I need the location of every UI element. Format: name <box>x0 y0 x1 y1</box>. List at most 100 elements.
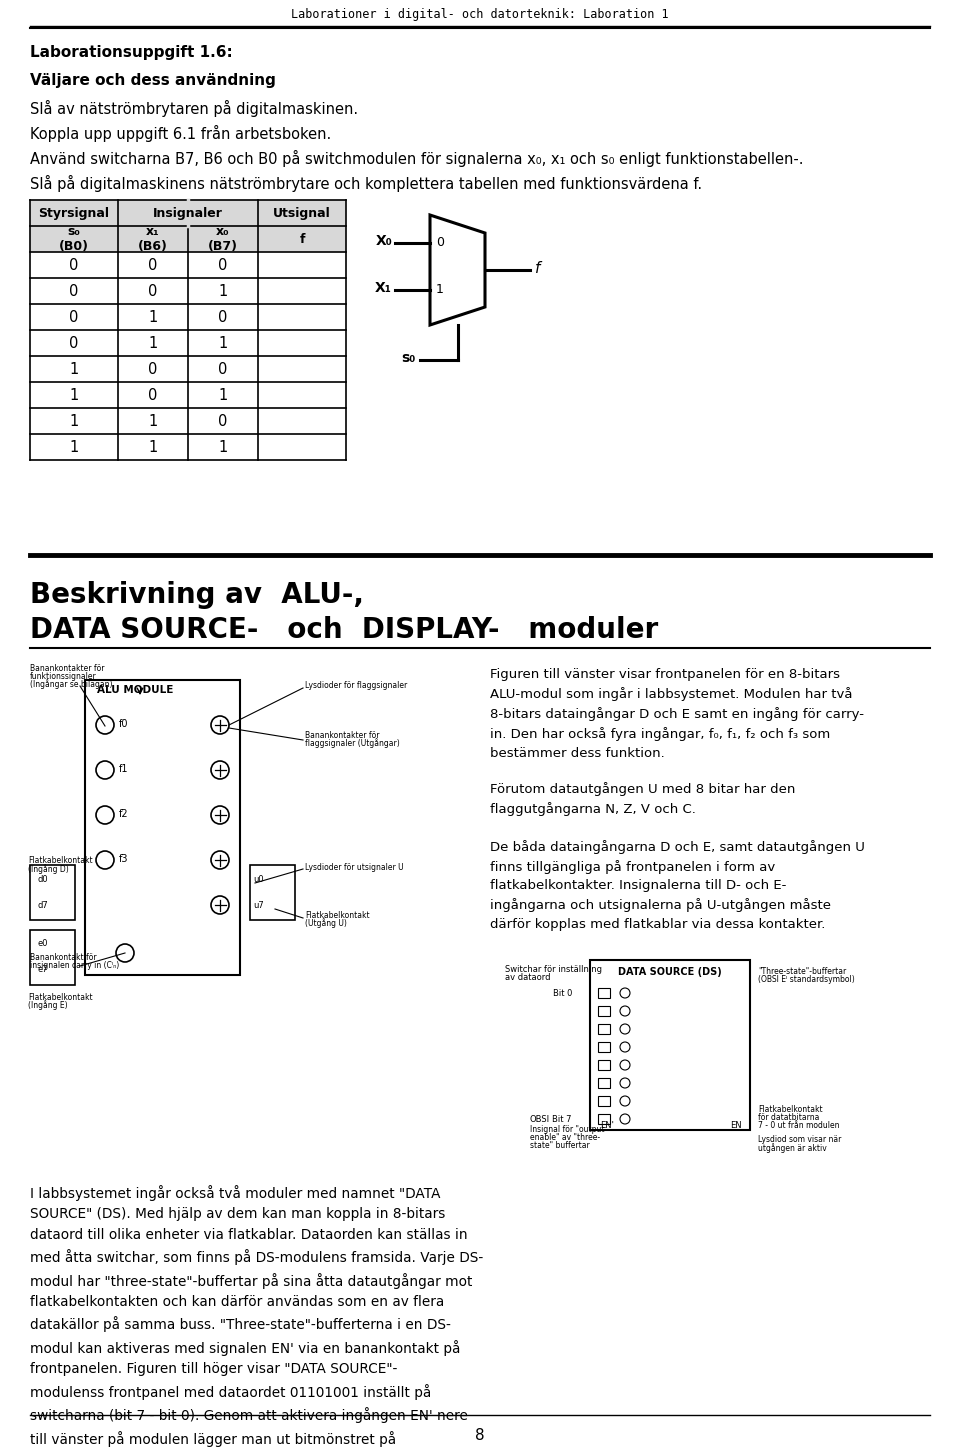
Text: 1: 1 <box>218 439 228 454</box>
Bar <box>85 680 240 974</box>
Text: (Ingång E): (Ingång E) <box>28 1000 67 1011</box>
Text: s₀
(B0): s₀ (B0) <box>59 225 89 252</box>
Text: Flatkabelkontakt: Flatkabelkontakt <box>305 911 370 919</box>
Text: 0: 0 <box>148 361 157 377</box>
Bar <box>30 226 118 252</box>
Text: X₀: X₀ <box>375 233 392 248</box>
Text: Förutom datautgången U med 8 bitar har den
flaggutgångarna N, Z, V och C.: Förutom datautgången U med 8 bitar har d… <box>490 782 796 816</box>
Bar <box>598 1114 610 1124</box>
Text: e7: e7 <box>37 966 48 974</box>
Text: f1: f1 <box>119 764 129 774</box>
Text: DATA SOURCE (DS): DATA SOURCE (DS) <box>618 967 722 977</box>
Text: (OBSI Eᴵ standardsymbol): (OBSI Eᴵ standardsymbol) <box>758 976 854 985</box>
Text: insignalen carry in (Cᴵₙ): insignalen carry in (Cᴵₙ) <box>30 961 119 970</box>
Text: utgången är aktiv: utgången är aktiv <box>758 1143 827 1153</box>
Text: 0: 0 <box>148 258 157 273</box>
Text: f0: f0 <box>119 719 129 729</box>
Text: 1: 1 <box>69 439 79 454</box>
Text: 0: 0 <box>218 309 228 325</box>
Text: Slå av nätströmbrytaren på digitalmaskinen.: Slå av nätströmbrytaren på digitalmaskin… <box>30 100 358 116</box>
Bar <box>598 1006 610 1016</box>
Text: Koppla upp uppgift 6.1 från arbetsboken.: Koppla upp uppgift 6.1 från arbetsboken. <box>30 125 331 142</box>
Bar <box>188 200 258 226</box>
Text: Bit 0: Bit 0 <box>553 989 572 998</box>
Text: f: f <box>300 232 304 245</box>
Bar <box>30 929 75 985</box>
Text: 0: 0 <box>69 258 79 273</box>
Text: 1: 1 <box>69 387 79 403</box>
Text: Banankontakter för: Banankontakter för <box>305 731 379 740</box>
Text: 1: 1 <box>149 439 157 454</box>
Text: 7 - 0 ut från modulen: 7 - 0 ut från modulen <box>758 1121 839 1131</box>
Text: Styrsignal: Styrsignal <box>38 206 109 219</box>
Text: 1: 1 <box>149 309 157 325</box>
Text: av dataord: av dataord <box>505 973 550 983</box>
Bar <box>118 226 188 252</box>
Text: 0: 0 <box>218 258 228 273</box>
Bar <box>258 226 346 252</box>
Text: s₀: s₀ <box>401 351 416 365</box>
Text: Flatkabelkontakt: Flatkabelkontakt <box>28 856 92 864</box>
Text: u0: u0 <box>253 874 264 883</box>
Text: 0: 0 <box>218 361 228 377</box>
Text: d7: d7 <box>37 900 48 909</box>
Text: 8: 8 <box>475 1427 485 1443</box>
Text: 1: 1 <box>69 361 79 377</box>
Text: 1: 1 <box>218 284 228 299</box>
Text: Lysdiod som visar när: Lysdiod som visar när <box>758 1135 841 1144</box>
Text: Laborationer i digital- och datorteknik: Laboration 1: Laborationer i digital- och datorteknik:… <box>291 7 669 20</box>
Text: ALU MODULE: ALU MODULE <box>97 684 174 695</box>
Text: "Three-state"-buffertar: "Three-state"-buffertar <box>758 967 847 976</box>
Text: x₀
(B7): x₀ (B7) <box>208 225 238 252</box>
Text: flaggsignaler (Utgångar): flaggsignaler (Utgångar) <box>305 738 399 748</box>
Text: f3: f3 <box>119 854 129 864</box>
Text: Figuren till vänster visar frontpanelen för en 8-bitars
ALU-modul som ingår i la: Figuren till vänster visar frontpanelen … <box>490 668 864 760</box>
Bar <box>250 866 295 919</box>
Bar <box>598 1043 610 1053</box>
Text: enable" av "three-: enable" av "three- <box>530 1134 600 1143</box>
Text: funktionssignaler: funktionssignaler <box>30 671 97 680</box>
Text: f2: f2 <box>119 809 129 819</box>
Text: EN': EN' <box>600 1121 613 1130</box>
Text: 0: 0 <box>69 309 79 325</box>
Text: Switchar för inställning: Switchar för inställning <box>505 966 602 974</box>
Text: Laborationsuppgift 1.6:: Laborationsuppgift 1.6: <box>30 45 232 59</box>
Bar <box>598 987 610 998</box>
Text: I labbsystemet ingår också två moduler med namnet "DATA
SOURCE" (DS). Med hjälp : I labbsystemet ingår också två moduler m… <box>30 1185 483 1450</box>
Text: Lysdioder för utsignaler U: Lysdioder för utsignaler U <box>305 863 403 871</box>
Text: 1: 1 <box>218 387 228 403</box>
Text: EN: EN <box>730 1121 742 1130</box>
Bar <box>598 1060 610 1070</box>
Text: De båda dataingångarna D och E, samt datautgången U
finns tillgängliga på frontp: De båda dataingångarna D och E, samt dat… <box>490 840 865 931</box>
Text: 1: 1 <box>149 335 157 351</box>
Bar <box>598 1024 610 1034</box>
Text: state" buffertar: state" buffertar <box>530 1141 589 1150</box>
Text: X₁: X₁ <box>375 281 392 294</box>
Text: Slå på digitalmaskinens nätströmbrytare och komplettera tabellen med funktionsvä: Slå på digitalmaskinens nätströmbrytare … <box>30 174 702 191</box>
Text: Insignaler: Insignaler <box>153 206 223 219</box>
Text: DATA SOURCE-   och  DISPLAY-   moduler: DATA SOURCE- och DISPLAY- moduler <box>30 616 659 644</box>
Bar <box>598 1077 610 1088</box>
Text: u7: u7 <box>253 900 264 909</box>
Text: 0: 0 <box>69 335 79 351</box>
Bar <box>118 200 188 226</box>
Text: 1: 1 <box>149 413 157 429</box>
Text: för datatbitarna: för datatbitarna <box>758 1114 820 1122</box>
Text: 0: 0 <box>148 387 157 403</box>
Text: Använd switcharna B7, B6 och B0 på switchmodulen för signalerna x₀, x₁ och s₀ en: Använd switcharna B7, B6 och B0 på switc… <box>30 149 804 167</box>
Text: OBSI: OBSI <box>530 1115 550 1125</box>
Text: d0: d0 <box>37 874 48 883</box>
Text: 0: 0 <box>69 284 79 299</box>
Text: (Ingång D): (Ingång D) <box>28 864 69 874</box>
Text: 0: 0 <box>436 235 444 248</box>
Text: (Utgång U): (Utgång U) <box>305 918 347 928</box>
Text: Flatkabelkontakt: Flatkabelkontakt <box>758 1105 823 1115</box>
Text: Insignal för "output: Insignal för "output <box>530 1125 605 1134</box>
Text: Banankontakt för: Banankontakt för <box>30 954 97 963</box>
Text: Lysdioder för flaggsignaler: Lysdioder för flaggsignaler <box>305 680 407 690</box>
Text: 1: 1 <box>436 283 444 296</box>
Bar <box>30 200 118 226</box>
Text: 1: 1 <box>69 413 79 429</box>
Bar <box>258 200 346 226</box>
Text: x₁
(B6): x₁ (B6) <box>138 225 168 252</box>
